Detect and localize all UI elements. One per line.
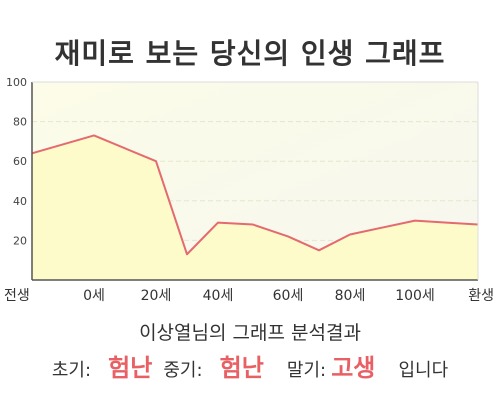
x-tick-label: 100세: [395, 288, 435, 304]
early-label: 초기:: [51, 360, 92, 381]
area-fill: [32, 135, 478, 280]
x-tick-label: 20세: [141, 288, 172, 304]
y-tick-label-80: 80: [13, 116, 27, 129]
y-tick-label-40: 40: [13, 195, 27, 208]
y-tick-label-100: 100: [6, 76, 27, 89]
analysis-result: 초기: 험난 중기: 험난 말기: 고생 입니다: [0, 348, 500, 382]
y-tick-label-60: 60: [13, 155, 27, 168]
x-tick-label: 0세: [83, 288, 105, 304]
early-value: 험난: [108, 354, 153, 382]
y-tick-label-20: 20: [13, 234, 27, 247]
x-tick-label: 40세: [203, 288, 234, 304]
analysis-subtitle: 이상열님의 그래프 분석결과: [139, 322, 361, 344]
x-tick-label: 80세: [335, 288, 366, 304]
result-suffix: 입니다: [398, 360, 449, 381]
x-tick-label: 환생: [468, 288, 494, 304]
late-label: 말기:: [286, 360, 327, 381]
life-graph-chart: 20 40 60 80 100 전생 0세 20세 40세 60세 80세 100세 환생: [4, 76, 494, 304]
chart-title: 재미로 보는 당신의 인생 그래프: [54, 37, 446, 70]
life-line: [31, 134, 479, 256]
x-tick-label: 전생: [4, 288, 30, 304]
mid-label: 중기:: [163, 360, 203, 381]
x-tick-label: 60세: [273, 288, 304, 304]
late-value: 고생: [331, 354, 376, 382]
mid-value: 험난: [219, 354, 264, 382]
